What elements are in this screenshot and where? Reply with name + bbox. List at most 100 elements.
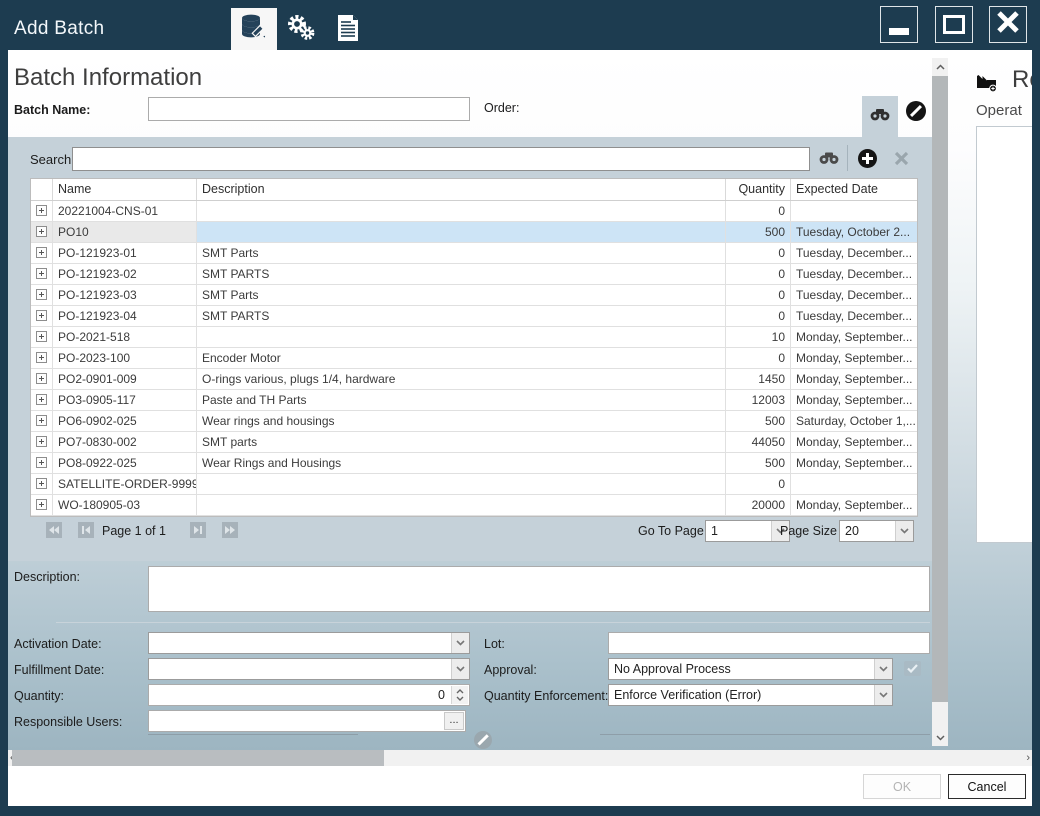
cell-description[interactable]: SMT PARTS: [197, 306, 726, 326]
cell-quantity[interactable]: 0: [726, 264, 791, 284]
cell-description[interactable]: [197, 327, 726, 347]
expand-cell[interactable]: [31, 390, 53, 410]
cell-expected-date[interactable]: Saturday, October 1,...: [796, 414, 916, 428]
scroll-up-icon[interactable]: [932, 58, 948, 75]
search-input[interactable]: [72, 147, 810, 171]
expand-plus-icon[interactable]: [36, 457, 47, 469]
settings-gears-icon[interactable]: [284, 12, 318, 44]
cell-description[interactable]: [197, 201, 726, 221]
close-button[interactable]: [989, 6, 1027, 43]
cell-expected-date[interactable]: Monday, September...: [796, 498, 913, 512]
expand-cell[interactable]: [31, 369, 53, 389]
cell-name[interactable]: SATELLITE-ORDER-9999: [53, 474, 197, 494]
cell-expected-date[interactable]: Tuesday, December...: [796, 309, 913, 323]
scroll-down-icon[interactable]: [932, 729, 948, 746]
expand-plus-icon[interactable]: [36, 415, 47, 427]
fulfillment-date-picker[interactable]: [148, 658, 470, 680]
cell-name[interactable]: PO3-0905-117: [53, 390, 197, 410]
description-textarea[interactable]: [148, 566, 930, 612]
cell-quantity[interactable]: 44050: [726, 432, 791, 452]
cell-name[interactable]: 20221004-CNS-01: [53, 201, 197, 221]
col-name[interactable]: Name: [53, 179, 197, 200]
cell-description[interactable]: [197, 474, 726, 494]
table-row[interactable]: PO7-0830-002 SMT parts 44050 Monday, Septem…: [31, 432, 917, 453]
page-size-combo[interactable]: 20: [839, 520, 914, 542]
goto-page-combo[interactable]: 1: [705, 520, 790, 542]
order-clear-icon[interactable]: [906, 101, 926, 121]
expand-plus-icon[interactable]: [36, 310, 47, 322]
cell-description[interactable]: Wear Rings and Housings: [197, 453, 726, 473]
responsible-users-clear-icon[interactable]: [474, 731, 492, 749]
cell-description[interactable]: SMT Parts: [197, 243, 726, 263]
last-page-button[interactable]: [222, 522, 238, 538]
expand-plus-icon[interactable]: [36, 247, 47, 259]
cell-expected-date[interactable]: Monday, September...: [796, 372, 913, 386]
cell-expected-date[interactable]: Tuesday, October 2...: [791, 222, 917, 242]
add-order-icon[interactable]: [858, 149, 877, 168]
table-row[interactable]: SATELLITE-ORDER-9999 0: [31, 474, 917, 495]
quantity-stepper[interactable]: 0: [148, 684, 470, 706]
cell-expected-date[interactable]: Monday, September...: [796, 435, 913, 449]
cell-description[interactable]: [197, 495, 726, 515]
cell-quantity[interactable]: 0: [726, 201, 791, 221]
cell-name[interactable]: PO2-0901-009: [53, 369, 197, 389]
expand-cell[interactable]: [31, 201, 53, 221]
approval-combo[interactable]: No Approval Process: [608, 658, 893, 680]
table-row[interactable]: PO-2023-100 Encoder Motor 0 Monday, Septemb…: [31, 348, 917, 369]
cell-expected-date[interactable]: Tuesday, December...: [796, 288, 913, 302]
expand-cell[interactable]: [31, 453, 53, 473]
cell-description[interactable]: SMT PARTS: [197, 264, 726, 284]
cell-quantity[interactable]: 1450: [726, 369, 791, 389]
cell-description[interactable]: SMT Parts: [197, 285, 726, 305]
table-row[interactable]: PO2-0901-009 O-rings various, plugs 1/4, …: [31, 369, 917, 390]
cell-name[interactable]: PO-2023-100: [53, 348, 197, 368]
table-row[interactable]: PO-2021-518 10 Monday, September...: [31, 327, 917, 348]
activation-date-picker[interactable]: [148, 632, 470, 654]
cell-name[interactable]: PO-2021-518: [53, 327, 197, 347]
cell-expected-date[interactable]: Monday, September...: [796, 351, 913, 365]
cell-quantity[interactable]: 500: [726, 453, 791, 473]
cell-quantity[interactable]: 0: [726, 474, 791, 494]
order-find-button[interactable]: [862, 96, 898, 137]
cell-name[interactable]: PO-121923-03: [53, 285, 197, 305]
expand-plus-icon[interactable]: [36, 205, 47, 217]
cell-expected-date[interactable]: Monday, September...: [796, 330, 913, 344]
cell-quantity[interactable]: 0: [726, 348, 791, 368]
cell-quantity[interactable]: 0: [726, 285, 791, 305]
cell-expected-date[interactable]: [791, 474, 917, 494]
table-row[interactable]: PO-121923-01 SMT Parts 0 Tuesday, December.…: [31, 243, 917, 264]
spinner-arrows-icon[interactable]: [451, 686, 468, 704]
operations-listbox[interactable]: [976, 126, 1032, 543]
first-page-button[interactable]: [46, 522, 62, 538]
cell-quantity[interactable]: 10: [726, 327, 791, 347]
prev-page-button[interactable]: [78, 522, 94, 538]
search-binoculars-icon[interactable]: [818, 151, 840, 170]
table-row[interactable]: 20221004-CNS-01 0: [31, 201, 917, 222]
cell-quantity[interactable]: 20000: [726, 495, 791, 515]
expand-cell[interactable]: [31, 243, 53, 263]
cell-expected-date[interactable]: [791, 201, 917, 221]
table-row[interactable]: PO10 500 Tuesday, October 2...: [31, 222, 917, 243]
cell-name[interactable]: PO7-0830-002: [53, 432, 197, 452]
cell-name[interactable]: PO8-0922-025: [53, 453, 197, 473]
expand-plus-icon[interactable]: [36, 268, 47, 280]
cell-name[interactable]: PO-121923-04: [53, 306, 197, 326]
responsible-users-browse-button[interactable]: ...: [444, 712, 464, 730]
cell-description[interactable]: Encoder Motor: [197, 348, 726, 368]
report-document-icon[interactable]: [331, 12, 365, 44]
col-expected-date[interactable]: Expected Date: [796, 182, 878, 196]
expand-plus-icon[interactable]: [36, 373, 47, 385]
cell-name[interactable]: PO-121923-01: [53, 243, 197, 263]
table-row[interactable]: PO-121923-03 SMT Parts 0 Tuesday, December.…: [31, 285, 917, 306]
expand-cell[interactable]: [31, 327, 53, 347]
horizontal-scrollbar-thumb[interactable]: [12, 750, 384, 766]
expand-cell[interactable]: [31, 348, 53, 368]
expand-plus-icon[interactable]: [36, 499, 47, 511]
cell-description[interactable]: SMT parts: [197, 432, 726, 452]
cell-description[interactable]: Paste and TH Parts: [197, 390, 726, 410]
col-quantity[interactable]: Quantity: [726, 179, 791, 200]
expand-cell[interactable]: [31, 264, 53, 284]
expand-plus-icon[interactable]: [36, 478, 47, 490]
scroll-right-icon[interactable]: ›: [1026, 752, 1030, 764]
responsible-users-input[interactable]: ...: [148, 710, 466, 732]
